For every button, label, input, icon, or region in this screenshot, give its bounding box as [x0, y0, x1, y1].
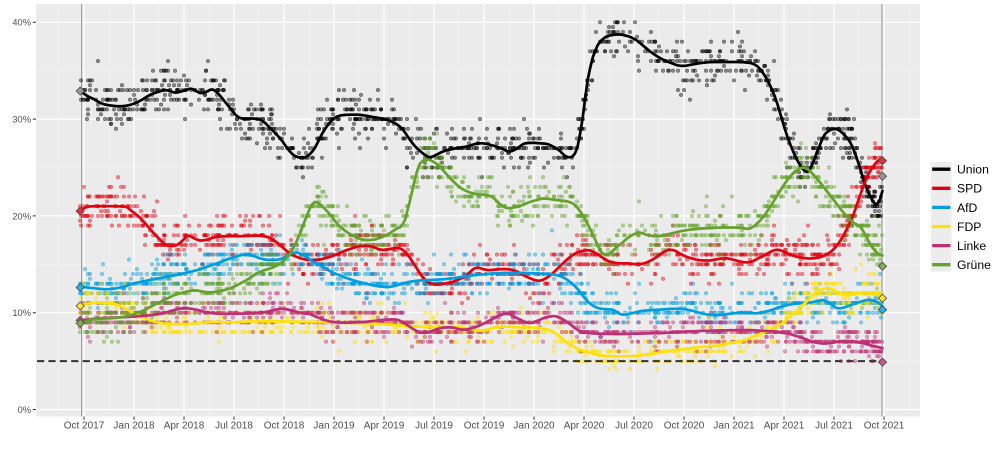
svg-text:Apr 2019: Apr 2019 [364, 421, 405, 432]
svg-text:Oct 2021: Oct 2021 [864, 421, 905, 432]
svg-text:AfD: AfD [957, 201, 978, 215]
svg-text:10%: 10% [12, 308, 31, 318]
svg-text:0%: 0% [18, 405, 31, 415]
svg-text:Linke: Linke [957, 239, 986, 253]
svg-text:40%: 40% [12, 18, 31, 28]
svg-text:Jan 2021: Jan 2021 [713, 421, 755, 432]
svg-text:Oct 2020: Oct 2020 [664, 421, 705, 432]
svg-text:Grüne: Grüne [957, 258, 991, 272]
svg-text:SPD: SPD [957, 182, 982, 196]
svg-text:Jul 2021: Jul 2021 [815, 421, 853, 432]
svg-text:Oct 2019: Oct 2019 [464, 421, 505, 432]
svg-text:Jan 2020: Jan 2020 [513, 421, 555, 432]
svg-text:Jul 2020: Jul 2020 [615, 421, 653, 432]
svg-text:20%: 20% [12, 211, 31, 221]
svg-text:30%: 30% [12, 115, 31, 125]
svg-text:Jul 2019: Jul 2019 [415, 421, 453, 432]
svg-text:Oct 2018: Oct 2018 [264, 421, 305, 432]
svg-text:Apr 2020: Apr 2020 [564, 421, 605, 432]
svg-text:Jul 2018: Jul 2018 [215, 421, 253, 432]
svg-text:Apr 2018: Apr 2018 [164, 421, 205, 432]
svg-text:Jan 2019: Jan 2019 [313, 421, 355, 432]
svg-text:Jan 2018: Jan 2018 [113, 421, 155, 432]
svg-text:FDP: FDP [957, 220, 981, 234]
svg-text:Union: Union [957, 163, 989, 177]
svg-text:Oct 2017: Oct 2017 [64, 421, 105, 432]
svg-text:Apr 2021: Apr 2021 [764, 421, 805, 432]
